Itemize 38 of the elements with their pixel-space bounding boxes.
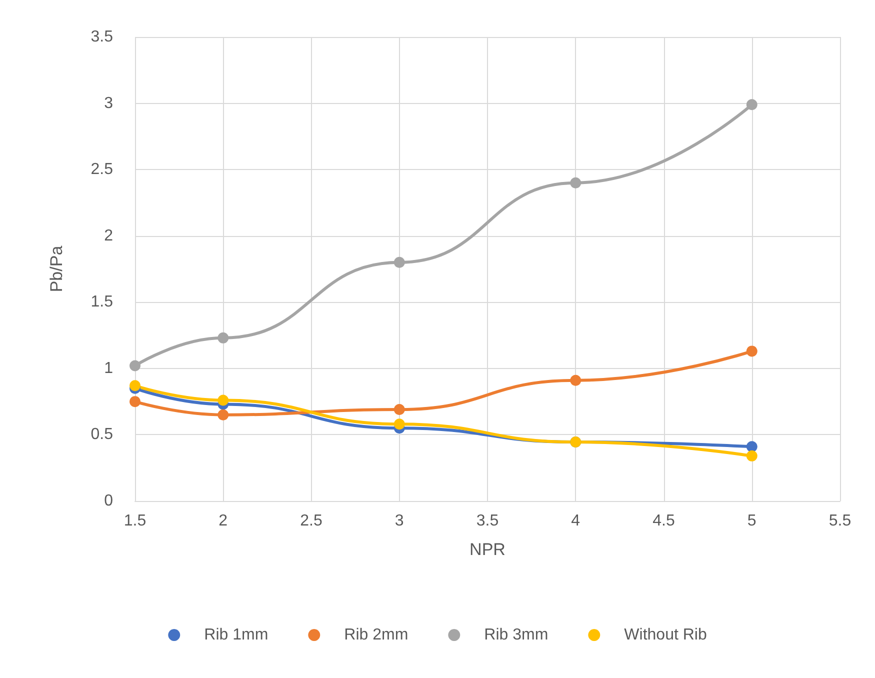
y-tick-label: 2 [104,227,114,244]
point [130,380,140,392]
point [218,394,229,406]
point [746,450,758,462]
point [130,396,140,408]
point [570,177,582,188]
y-tick-label: 3 [104,94,114,112]
point [394,256,405,268]
x-axis-title: NPR [470,540,506,559]
y-tick-label: 3.5 [90,28,114,46]
x-tick-label: 3.5 [476,512,499,530]
legend-label: Rib 1mm [204,626,268,644]
x-tick-label: 3 [394,512,404,530]
point [746,441,758,452]
y-axis-title: Pb/Pa [47,245,66,292]
legend-label: Rib 2mm [344,626,408,644]
point [394,404,405,416]
y-tick-label: 1 [104,360,114,377]
x-tick-label: 2 [218,512,228,530]
point [746,346,758,357]
legend-label: Without Rib [624,626,707,644]
legend-label: Rib 3mm [484,626,548,644]
y-tick-label: 1.5 [90,294,114,311]
y-tick-label: 2.5 [90,161,114,178]
point [218,409,229,420]
point [570,374,582,386]
x-tick-label: 5.5 [828,512,852,530]
x-tick-label: 1.5 [124,512,146,530]
point [130,360,140,372]
point [746,99,758,110]
y-tick-label: 0 [104,492,114,510]
x-tick-label: 4 [571,512,580,530]
x-tick-label: 4.5 [652,512,675,530]
y-tick-label: 0.5 [90,426,114,444]
point [394,418,405,430]
x-tick-label: 2.5 [300,512,322,530]
x-tick-label: 5 [747,512,756,530]
point [218,332,229,344]
